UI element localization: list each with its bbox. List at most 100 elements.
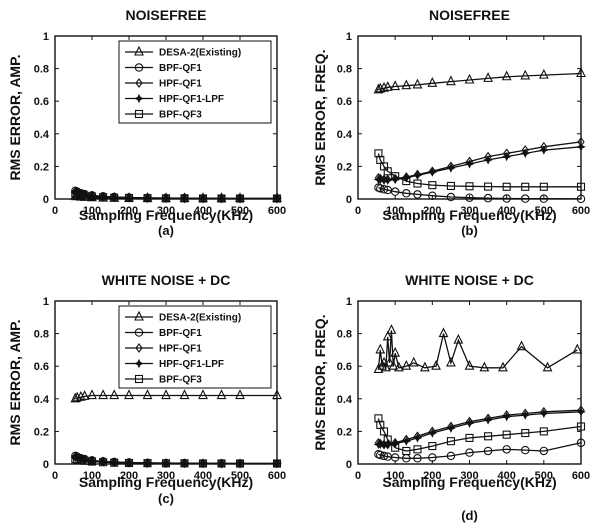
data-point: [446, 451, 456, 461]
data-point: [382, 330, 393, 341]
data-point: [465, 433, 474, 442]
data-point: [539, 408, 549, 419]
x-axis-label: Sampling Frequency(KHz): [382, 207, 556, 223]
data-point: [87, 457, 97, 466]
legend-marker: [134, 310, 144, 321]
series-line: [75, 193, 277, 200]
x-tick-label: 600: [268, 205, 286, 217]
data-point: [413, 454, 422, 463]
x-tick-label: 500: [535, 205, 553, 217]
series-star: [373, 142, 586, 185]
y-tick-label: 0.4: [337, 394, 353, 406]
data-point: [446, 163, 456, 173]
x-tick-label: 500: [231, 205, 249, 217]
data-point: [76, 390, 86, 401]
x-tick-label: 200: [423, 470, 441, 482]
legend-label: HPF-QF1: [159, 79, 202, 90]
panel-a: NOISEFREE 0 100 200 300 400 500 600 0 0.2 0.4 0.6 0.…: [7, 7, 286, 238]
data-point: [390, 187, 400, 196]
x-tick-label: 200: [120, 205, 138, 217]
data-point: [464, 359, 475, 370]
data-point: [375, 343, 386, 354]
legend-marker: [134, 109, 144, 119]
data-point: [538, 68, 549, 79]
data-point: [272, 459, 282, 468]
data-point: [142, 389, 153, 400]
legend-label: DESA-2(Existing): [159, 48, 241, 59]
data-point: [521, 182, 530, 191]
series-square: [71, 190, 282, 203]
legend-label: BPF-QF1: [159, 328, 202, 339]
data-point: [109, 389, 120, 400]
data-point: [401, 79, 412, 90]
data-point: [483, 193, 493, 203]
data-point: [124, 458, 134, 468]
series-square: [374, 414, 586, 456]
legend-label: HPF-QF1: [159, 344, 202, 355]
data-point: [408, 356, 419, 367]
data-point: [401, 359, 412, 370]
data-point: [375, 82, 386, 93]
data-point: [572, 343, 583, 354]
x-tick-label: 300: [157, 205, 175, 217]
data-point: [379, 427, 389, 436]
series-line: [378, 442, 582, 459]
data-point: [413, 190, 422, 199]
y-axis-label: RMS ERROR, FREQ.: [312, 49, 328, 185]
data-point: [520, 194, 530, 203]
data-point: [412, 433, 423, 443]
panel-b: NOISEFREE 0 100 200 300 400 500 600 0 0.2 0.4 0.6 0.…: [312, 7, 590, 238]
data-point: [502, 182, 511, 191]
data-point: [180, 459, 189, 468]
data-point: [427, 428, 438, 438]
y-axis-label: RMS ERROR, AMP.: [7, 319, 23, 445]
y-tick-label: 1: [43, 31, 49, 43]
data-point: [99, 193, 108, 202]
y-tick-label: 0.6: [34, 96, 49, 108]
data-point: [391, 443, 400, 452]
y-tick-label: 0: [43, 194, 49, 206]
x-tick-label: 400: [497, 470, 515, 482]
panel-caption: (c): [158, 491, 174, 506]
y-tick-label: 0.4: [34, 129, 50, 141]
y-tick-label: 0: [43, 459, 49, 471]
data-point: [501, 151, 512, 162]
data-point: [502, 194, 511, 203]
series-circle: [374, 438, 586, 463]
series-line: [378, 72, 582, 91]
data-point: [539, 145, 549, 155]
data-point: [483, 446, 493, 456]
y-tick-label: 0: [346, 194, 352, 206]
y-tick-label: 0.8: [337, 64, 352, 76]
data-point: [428, 191, 437, 200]
y-tick-label: 0.2: [34, 426, 49, 438]
data-point: [198, 459, 208, 468]
panel-caption: (a): [158, 223, 174, 238]
data-point: [179, 389, 190, 400]
series-line: [378, 187, 582, 200]
series-square: [71, 455, 282, 468]
series-star: [373, 407, 586, 450]
data-point: [390, 346, 401, 357]
panel-c: WHITE NOISE + DC 0 100 200 300 400 500 600 0 0.2 0…: [7, 272, 286, 506]
data-point: [428, 453, 437, 462]
data-point: [446, 192, 456, 202]
panel-caption: (d): [461, 508, 478, 523]
x-tick-label: 500: [535, 470, 553, 482]
x-tick-label: 0: [52, 470, 58, 482]
data-point: [576, 438, 586, 448]
data-point: [576, 422, 586, 431]
data-point: [484, 182, 493, 191]
data-point: [379, 451, 389, 461]
series-triangle: [373, 67, 586, 94]
x-tick-label: 200: [423, 205, 441, 217]
y-axis-label: RMS ERROR, FREQ.: [312, 314, 328, 450]
legend-marker: [134, 328, 144, 337]
data-point: [498, 361, 508, 372]
legend-label: HPF-QF1-LPF: [159, 94, 224, 105]
data-point: [217, 459, 226, 468]
legend-label: DESA-2(Existing): [159, 313, 241, 324]
data-point: [216, 389, 227, 400]
data-point: [446, 437, 455, 446]
x-tick-label: 300: [460, 470, 478, 482]
